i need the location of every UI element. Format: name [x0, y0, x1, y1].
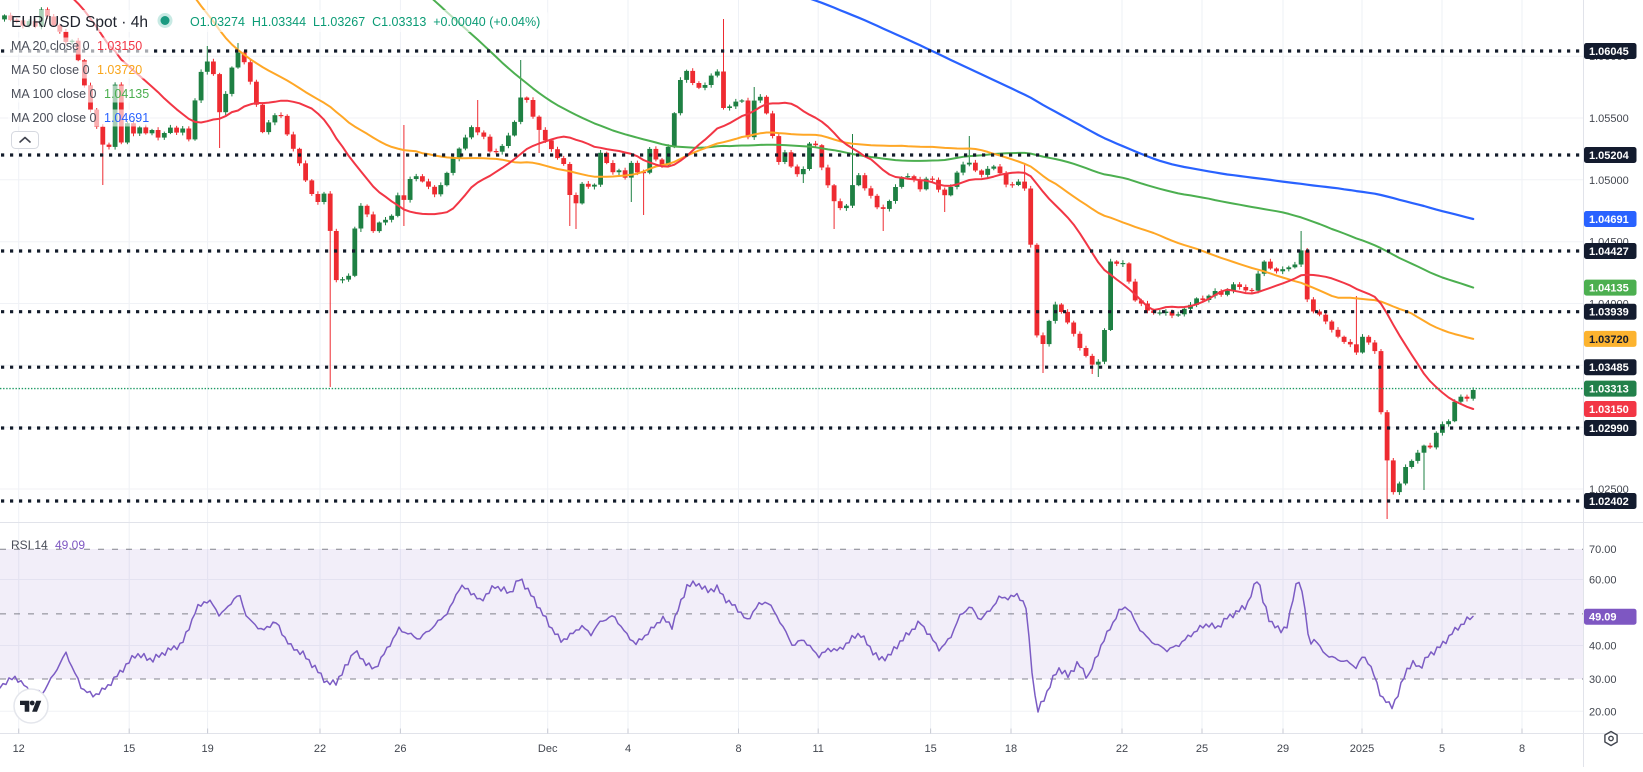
svg-text:5: 5	[1439, 743, 1445, 755]
svg-text:19: 19	[201, 743, 213, 755]
svg-text:1.03720: 1.03720	[97, 63, 142, 77]
svg-text:1.05204: 1.05204	[1589, 150, 1630, 162]
svg-text:1.04135: 1.04135	[104, 87, 149, 101]
svg-text:MA 100 close 0: MA 100 close 0	[11, 87, 97, 101]
svg-text:49.09: 49.09	[55, 538, 85, 552]
svg-text:4: 4	[625, 743, 631, 755]
svg-text:RSI 14: RSI 14	[11, 538, 48, 552]
svg-text:60.00: 60.00	[1589, 575, 1617, 587]
svg-text:O1.03274 H1.03344 L1.03267: O1.03274 H1.03344 L1.03267 C1.03313 +0.0…	[190, 15, 540, 29]
svg-text:15: 15	[123, 743, 135, 755]
svg-text:1.02402: 1.02402	[1589, 496, 1629, 508]
svg-text:40.00: 40.00	[1589, 641, 1617, 653]
svg-text:1.03720: 1.03720	[1589, 334, 1629, 346]
svg-text:8: 8	[735, 743, 741, 755]
svg-text:MA 200 close 0: MA 200 close 0	[11, 111, 97, 125]
svg-text:26: 26	[394, 743, 406, 755]
svg-text:1.03939: 1.03939	[1589, 307, 1629, 319]
svg-text:22: 22	[314, 743, 326, 755]
svg-text:EUR/USD Spot · 4h: EUR/USD Spot · 4h	[11, 14, 148, 31]
svg-text:1.03485: 1.03485	[1589, 362, 1629, 374]
svg-text:70.00: 70.00	[1589, 544, 1617, 556]
svg-text:1.05000: 1.05000	[1589, 175, 1629, 187]
svg-text:2025: 2025	[1350, 743, 1374, 755]
svg-text:1.04135: 1.04135	[1589, 283, 1629, 295]
svg-text:Dec: Dec	[538, 743, 558, 755]
svg-text:1.04691: 1.04691	[104, 111, 149, 125]
svg-text:15: 15	[924, 743, 936, 755]
svg-text:22: 22	[1116, 743, 1128, 755]
svg-text:8: 8	[1519, 743, 1525, 755]
svg-text:MA 20 close 0: MA 20 close 0	[11, 39, 90, 53]
svg-text:MA 50 close 0: MA 50 close 0	[11, 63, 90, 77]
svg-text:1.03150: 1.03150	[97, 39, 142, 53]
svg-text:1.04427: 1.04427	[1589, 246, 1629, 258]
svg-text:1.06045: 1.06045	[1589, 46, 1629, 58]
svg-text:20.00: 20.00	[1589, 706, 1617, 718]
svg-text:49.09: 49.09	[1589, 612, 1617, 624]
svg-text:1.04691: 1.04691	[1589, 214, 1629, 226]
svg-text:1.03313: 1.03313	[1589, 384, 1629, 396]
svg-text:1.03150: 1.03150	[1589, 404, 1629, 416]
svg-text:1.05500: 1.05500	[1589, 113, 1629, 125]
svg-text:1.02990: 1.02990	[1589, 423, 1629, 435]
svg-text:30.00: 30.00	[1589, 674, 1617, 686]
svg-text:25: 25	[1196, 743, 1208, 755]
svg-text:12: 12	[13, 743, 25, 755]
svg-text:11: 11	[812, 743, 823, 755]
svg-text:29: 29	[1277, 743, 1289, 755]
svg-text:18: 18	[1005, 743, 1017, 755]
